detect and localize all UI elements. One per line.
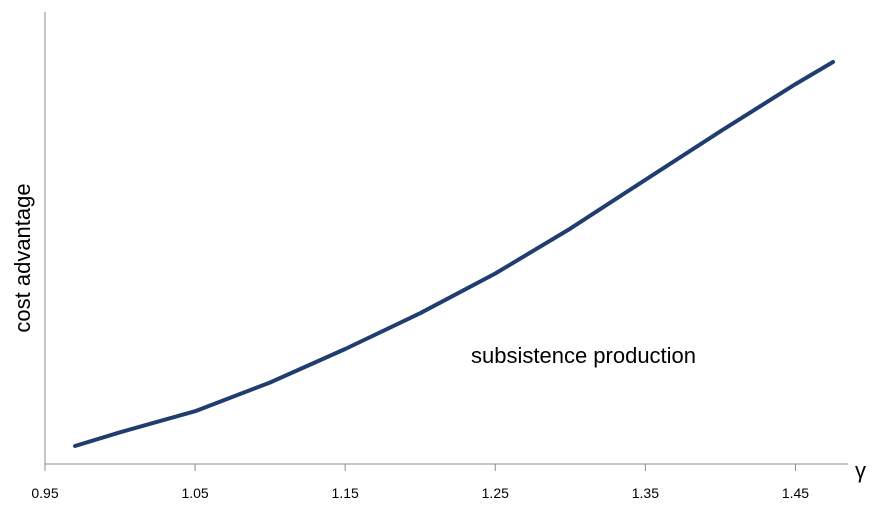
x-tick-label: 1.45 [782, 485, 809, 501]
x-tick-label: 1.05 [181, 485, 208, 501]
x-tick-label: 1.35 [632, 485, 659, 501]
x-axis-tick-labels: 0.95 1.05 1.15 1.25 1.35 1.45 [31, 485, 809, 501]
x-tick-label: 1.15 [332, 485, 359, 501]
x-tick-label: 1.25 [482, 485, 509, 501]
annotation-subsistence-production: subsistence production [471, 343, 696, 368]
series-line-cost-advantage [73, 60, 835, 448]
y-axis-title: cost advantage [10, 183, 35, 332]
x-axis-title: γ [855, 458, 866, 483]
x-axis-ticks [44, 464, 796, 471]
x-tick-label: 0.95 [31, 485, 58, 501]
